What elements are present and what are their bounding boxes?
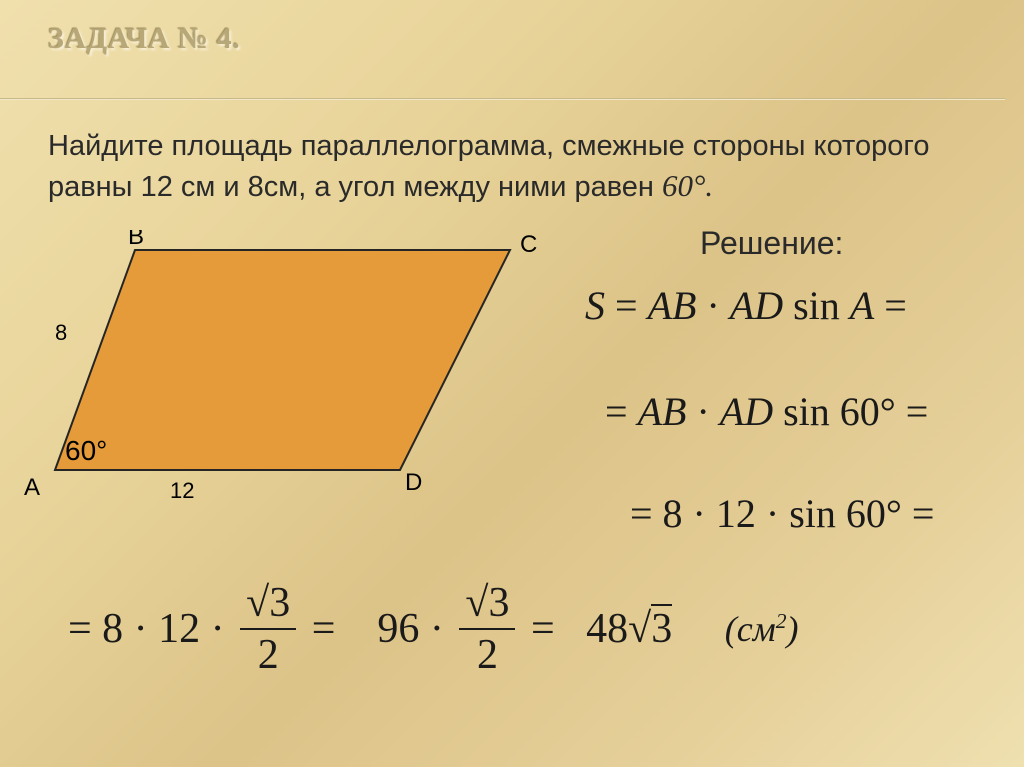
f2-ab: AB: [638, 389, 687, 434]
side-ad-label: 12: [170, 478, 194, 503]
f2-eq: =: [605, 389, 638, 434]
angle-label: 60°: [65, 435, 107, 466]
problem-angle: 60°.: [662, 168, 713, 203]
unit-close: ): [786, 609, 798, 649]
problem-statement: Найдите площадь параллелограмма, смежные…: [48, 128, 994, 206]
f1-eq2: =: [874, 283, 907, 328]
f3-text: = 8 · 12 · sin 60° =: [630, 491, 934, 536]
vertex-c-label: C: [520, 231, 537, 258]
f1-eq: =: [605, 283, 648, 328]
formula-line-2: = AB · AD sin 60° =: [605, 388, 928, 435]
f4-e: 48: [586, 606, 628, 652]
f1-ad: AD: [730, 283, 783, 328]
f4-d: =: [531, 606, 565, 652]
f1-a: A: [850, 283, 874, 328]
f4-c: 96 ·: [377, 606, 454, 652]
f4-sqrt: √3: [628, 604, 672, 652]
title-divider: [0, 98, 1005, 100]
f2-dot: ·: [686, 389, 719, 434]
frac2-den: 2: [459, 630, 515, 676]
f4-b: =: [312, 606, 346, 652]
problem-title: ЗАДАЧА № 4.: [48, 22, 240, 56]
f1-s: S: [585, 283, 605, 328]
fraction-2: √3 2: [459, 582, 515, 676]
vertex-a-label: A: [24, 474, 40, 501]
f2-sin60: sin 60° =: [783, 389, 928, 434]
unit-sup: 2: [776, 609, 787, 633]
unit-open: (: [725, 609, 737, 649]
formula-line-3: = 8 · 12 · sin 60° =: [630, 490, 934, 537]
unit-label: (см2): [725, 609, 799, 649]
formula-line-1: S = AB · AD sin A =: [585, 282, 907, 329]
problem-line2a: равны 12 см и 8см, а угол между ними рав…: [48, 171, 662, 203]
side-ab-label: 8: [55, 320, 67, 345]
f4-a: = 8 · 12 ·: [68, 606, 235, 652]
vertex-d-label: D: [405, 469, 422, 496]
parallelogram-shape: [55, 250, 510, 470]
unit-cm: см: [737, 609, 776, 649]
frac1-den: 2: [240, 630, 296, 676]
parallelogram-diagram: A B C D 8 12 60°: [10, 230, 570, 530]
f1-dot1: ·: [696, 283, 729, 328]
vertex-b-label: B: [128, 230, 144, 250]
f2-ad: AD: [720, 389, 773, 434]
fraction-1: √3 2: [240, 582, 296, 676]
frac1-num: √3: [240, 582, 296, 630]
f1-ab: AB: [648, 283, 697, 328]
f1-sin: sin: [793, 283, 850, 328]
solution-label: Решение:: [700, 225, 843, 262]
problem-line1: Найдите площадь параллелограмма, смежные…: [48, 130, 929, 162]
frac2-num: √3: [459, 582, 515, 630]
formula-line-4: = 8 · 12 · √3 2 = 96 · √3 2 = 48√3 (см2): [68, 582, 968, 676]
